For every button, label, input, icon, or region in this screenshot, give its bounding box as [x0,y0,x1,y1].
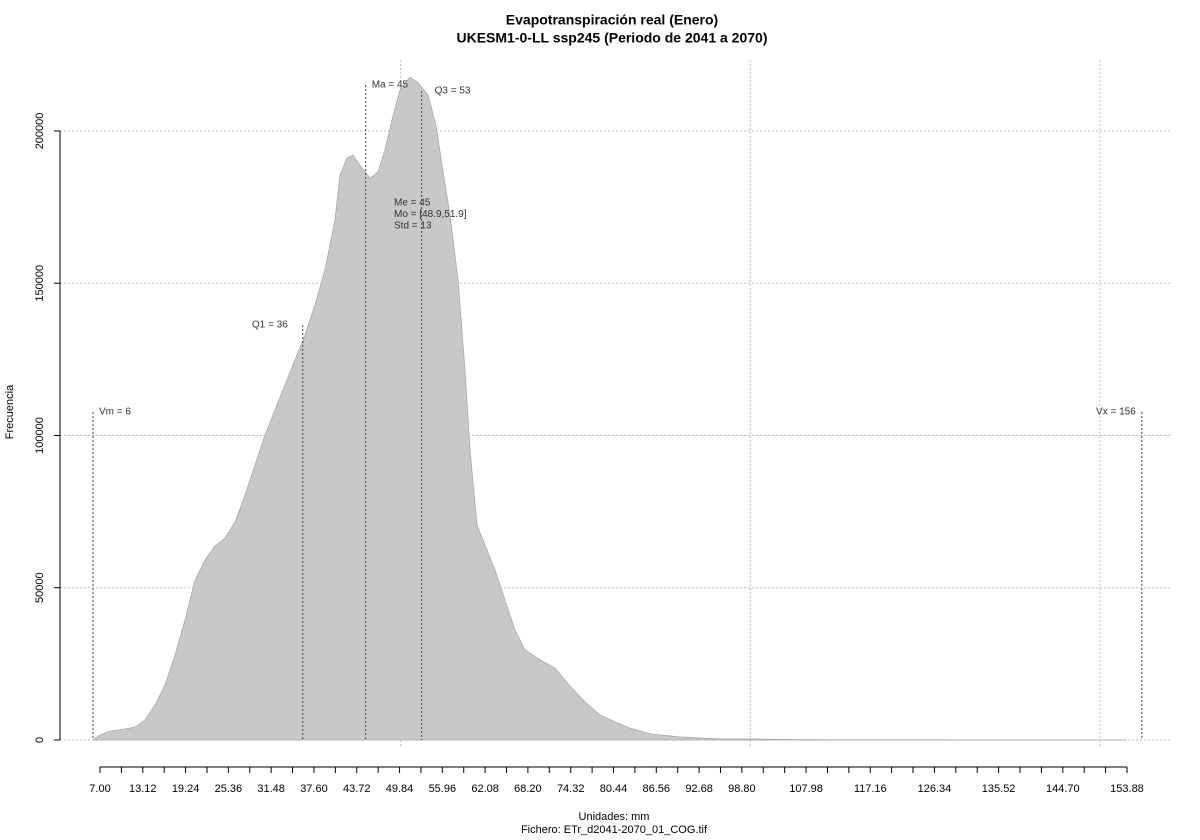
file-label: Fichero: ETr_d2041-2070_01_COG.tif [521,824,708,836]
x-tick-label: 49.84 [386,783,414,795]
x-tick-label: 43.72 [343,783,371,795]
y-tick-label: 0 [34,737,46,743]
x-tick-label: 107.98 [789,783,823,795]
x-tick-label: 126.34 [918,783,952,795]
x-tick-label: 25.36 [215,783,243,795]
annotation-label: Vx = 156 [1096,407,1136,418]
x-tick-label: 55.96 [429,783,457,795]
stats-label: Me = 45 [394,198,431,209]
x-tick-label: 92.68 [685,783,713,795]
x-tick-label: 98.80 [728,783,756,795]
x-tick-label: 19.24 [172,783,200,795]
x-tick-label: 13.12 [129,783,157,795]
x-tick-label: 62.08 [471,783,499,795]
chart-subtitle: UKESM1-0-LL ssp245 (Periodo de 2041 a 20… [457,30,768,46]
annotation-label: Q1 = 36 [252,320,288,331]
x-tick-label: 86.56 [643,783,671,795]
x-tick-label: 68.20 [514,783,542,795]
y-axis-label: Frecuencia [4,384,16,439]
y-tick-label: 150000 [34,265,46,302]
stats-label: Std = 13 [394,221,432,232]
y-tick-label: 50000 [34,572,46,603]
x-tick-label: 153.88 [1110,783,1144,795]
x-tick-label: 80.44 [600,783,628,795]
y-tick-label: 200000 [34,113,46,150]
x-tick-label: 74.32 [557,783,585,795]
annotation-label: Vm = 6 [99,407,131,418]
x-axis-label: Unidades: mm [579,811,650,823]
annotation-label: Ma = 45 [372,80,409,91]
x-tick-label: 144.70 [1046,783,1080,795]
area [91,76,1128,741]
x-tick-label: 31.48 [257,783,285,795]
annotation-label: Q3 = 53 [435,86,471,97]
x-tick-label: 135.52 [982,783,1016,795]
x-tick-label: 117.16 [854,783,887,795]
y-tick-label: 100000 [34,417,46,454]
stats-label: Mo = [48.9,51.9] [394,209,467,220]
chart-title: Evapotranspiración real (Enero) [506,12,718,28]
x-tick-label: 7.00 [89,783,110,795]
x-tick-label: 37.60 [300,783,328,795]
